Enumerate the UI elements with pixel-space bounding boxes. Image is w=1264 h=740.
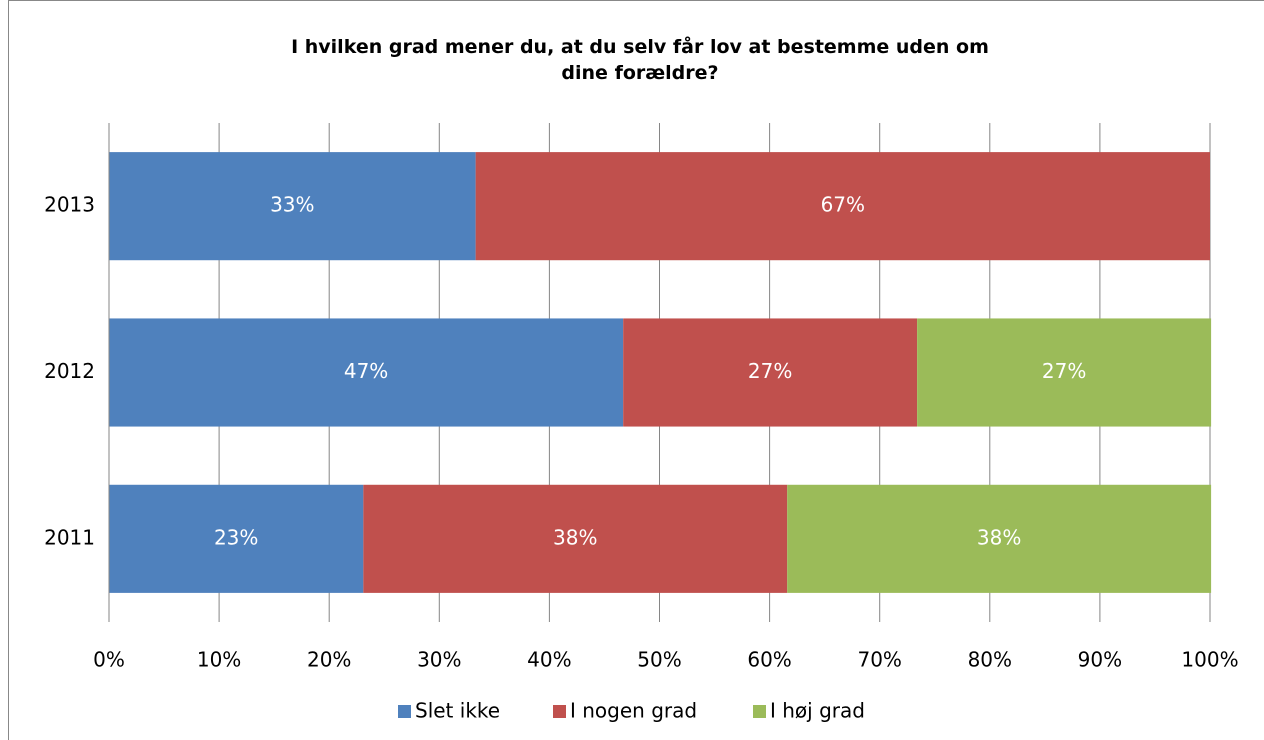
legend-label: I høj grad [770,699,865,723]
x-tick-label: 100% [1181,648,1238,672]
data-label: 27% [1042,359,1086,383]
legend-swatch [753,705,766,718]
legend-swatch [553,705,566,718]
y-tick-label: 2013 [44,193,95,217]
bar-segment [109,318,624,427]
bar-segment [475,152,1210,261]
x-tick-label: 0% [93,648,125,672]
data-label: 38% [553,525,597,549]
legend-label: Slet ikke [415,699,500,723]
data-label: 67% [821,193,865,217]
data-label: 33% [270,193,314,217]
bar-segment [917,318,1212,427]
x-tick-label: 70% [857,648,901,672]
bar-segment [787,484,1212,593]
bar-segment [363,484,788,593]
x-tick-label: 90% [1078,648,1122,672]
x-tick-label: 40% [527,648,571,672]
chart-title: I hvilken grad mener du, at du selv får … [291,36,989,84]
data-label: 27% [748,359,792,383]
bar-segment [109,484,364,593]
legend-label: I nogen grad [570,699,697,723]
chart-border [8,0,1264,740]
x-tick-label: 10% [197,648,241,672]
y-tick-label: 2012 [44,359,95,383]
x-tick-label: 20% [307,648,351,672]
data-label: 38% [977,525,1021,549]
data-label: 23% [214,525,258,549]
data-label: 47% [344,359,388,383]
bar-segment [109,152,476,261]
x-tick-label: 50% [637,648,681,672]
x-tick-label: 80% [968,648,1012,672]
x-tick-label: 30% [417,648,461,672]
y-tick-label: 2011 [44,525,95,549]
bar-segment [623,318,918,427]
legend-swatch [398,705,411,718]
x-tick-label: 60% [747,648,791,672]
